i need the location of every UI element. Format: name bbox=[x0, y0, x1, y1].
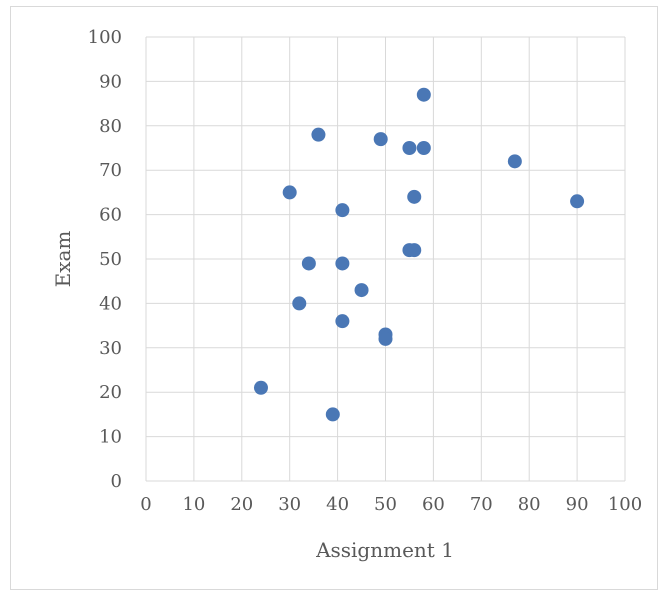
scatter-point bbox=[301, 256, 316, 271]
y-axis-title: Exam bbox=[51, 231, 75, 288]
chart-frame bbox=[10, 6, 658, 590]
scatter-point bbox=[416, 87, 431, 102]
x-tick-label: 80 bbox=[518, 494, 541, 515]
x-tick-labels: 0 10 20 30 40 50 60 70 80 90 100 bbox=[140, 494, 642, 515]
y-tick-labels: 0 10 20 30 40 50 60 70 80 90 100 bbox=[88, 27, 122, 492]
y-tick-label: 20 bbox=[99, 382, 122, 403]
y-tick-label: 80 bbox=[99, 116, 122, 137]
y-tick-label: 0 bbox=[111, 471, 122, 492]
y-tick-label: 40 bbox=[99, 293, 122, 314]
scatter-point bbox=[335, 314, 350, 329]
scatter-point bbox=[311, 127, 326, 142]
x-tick-label: 20 bbox=[230, 494, 253, 515]
y-tick-label: 90 bbox=[99, 71, 122, 92]
scatter-point bbox=[416, 141, 431, 155]
x-tick-label: 0 bbox=[140, 494, 151, 515]
scatter-point bbox=[292, 296, 307, 311]
x-tick-label: 70 bbox=[470, 494, 493, 515]
x-tick-label: 40 bbox=[326, 494, 349, 515]
scatter-point bbox=[325, 407, 340, 422]
scatter-point bbox=[354, 283, 369, 298]
scatter-point bbox=[570, 194, 585, 209]
y-tick-label: 60 bbox=[99, 205, 122, 226]
x-tick-label: 10 bbox=[182, 494, 205, 515]
scatter-point bbox=[507, 154, 522, 169]
x-tick-label: 50 bbox=[374, 494, 397, 515]
x-tick-label: 60 bbox=[422, 494, 445, 515]
scatter-point bbox=[253, 380, 268, 395]
scatter-point bbox=[282, 185, 297, 200]
scatter-point bbox=[402, 141, 417, 155]
y-tick-label: 70 bbox=[99, 160, 122, 181]
x-tick-label: 30 bbox=[278, 494, 301, 515]
y-tick-label: 100 bbox=[88, 27, 122, 48]
x-tick-label: 90 bbox=[566, 494, 589, 515]
scatter-point bbox=[407, 189, 422, 204]
scatter-point bbox=[373, 132, 388, 147]
data-points bbox=[253, 87, 585, 422]
y-tick-label: 30 bbox=[99, 338, 122, 359]
x-tick-label: 100 bbox=[608, 494, 642, 515]
y-tick-label: 50 bbox=[99, 249, 122, 270]
scatter-point bbox=[335, 256, 350, 271]
scatter-point bbox=[378, 331, 393, 346]
scatter-point bbox=[335, 203, 350, 218]
x-axis-title: Assignment 1 bbox=[315, 538, 454, 562]
scatter-point bbox=[407, 243, 422, 258]
y-tick-label: 10 bbox=[99, 427, 122, 448]
grid-lines bbox=[145, 36, 626, 482]
